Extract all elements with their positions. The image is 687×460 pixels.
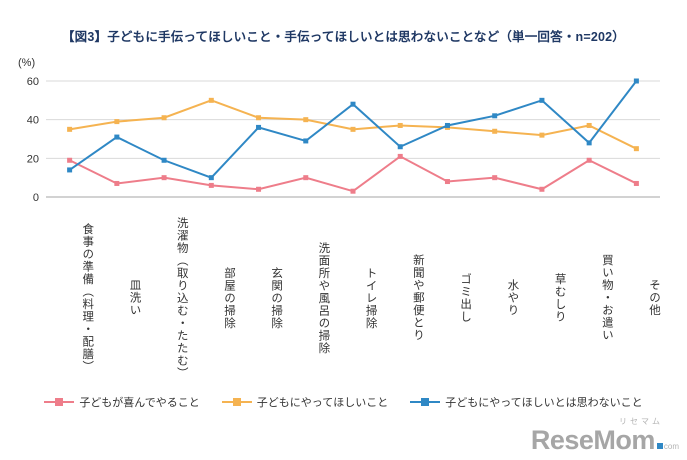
- x-axis-label: 食事の準備（料理・配膳）: [81, 223, 94, 373]
- data-point: [161, 115, 167, 121]
- series-line: [69, 155, 637, 193]
- legend-label: 子どもが喜んでやること: [79, 397, 200, 409]
- series-2: [67, 78, 639, 181]
- x-axis-label: 買い物・お遣い: [600, 254, 613, 342]
- data-point: [67, 126, 73, 132]
- data-point: [303, 138, 309, 144]
- data-point: [444, 179, 450, 185]
- data-point: [586, 157, 592, 163]
- data-point: [114, 134, 120, 140]
- legend: 子どもが喜んでやること 子どもにやってほしいこと 子どもにやってほしいとは思わな…: [0, 394, 687, 410]
- data-point: [114, 180, 120, 186]
- data-point: [586, 140, 592, 146]
- resemom-tld: com: [663, 442, 679, 451]
- data-point: [303, 175, 309, 181]
- x-axis-label: ゴミ出し: [459, 273, 472, 323]
- x-axis-label: 玄関の掃除: [270, 266, 283, 330]
- data-point: [350, 101, 356, 107]
- x-axis-labels: 食事の準備（料理・配膳） 皿洗い 洗濯物（取り込む・たたむ） 部屋の掃除 玄関の…: [46, 214, 660, 382]
- legend-marker-orange: [221, 397, 252, 407]
- legend-label: 子どもにやってほしいこと: [256, 397, 389, 409]
- data-point: [633, 146, 639, 152]
- data-point: [492, 113, 498, 119]
- data-point: [67, 157, 73, 163]
- x-axis-label: 水やり: [506, 279, 519, 317]
- line-chart: 0 20 40 60: [27, 76, 660, 204]
- data-point: [350, 126, 356, 132]
- data-point: [67, 167, 73, 173]
- data-point: [256, 124, 262, 130]
- data-point: [539, 132, 545, 138]
- data-point: [539, 97, 545, 103]
- x-axis-label: 洗濯物（取り込む・たたむ）: [175, 216, 188, 380]
- data-point: [350, 188, 356, 194]
- data-point: [114, 119, 120, 125]
- resemom-wordmark: ReseMom: [530, 425, 656, 455]
- y-axis-unit-label: (%): [18, 57, 36, 69]
- data-point: [303, 117, 309, 123]
- legend-item-want: 子どもにやってほしいこと: [221, 394, 389, 410]
- data-point: [208, 182, 214, 188]
- logo-dot-icon: [656, 443, 663, 449]
- data-point: [397, 144, 403, 150]
- x-axis-label: 新聞や郵便とり: [411, 254, 424, 342]
- chart-area: (%) 0 20 40 60 食事の準備（料理・配膳） 皿洗い 洗濯物（取り込む・たた…: [16, 57, 673, 382]
- data-point: [539, 186, 545, 192]
- data-point: [397, 153, 403, 159]
- y-tick-label: 40: [27, 115, 39, 127]
- data-point: [492, 128, 498, 134]
- series-1: [67, 97, 639, 152]
- resemom-logo: リセマム ReseMom com: [531, 418, 679, 454]
- legend-item-enjoy: 子どもが喜んでやること: [44, 394, 200, 410]
- legend-marker-pink: [44, 397, 75, 407]
- data-point: [586, 122, 592, 128]
- data-point: [256, 186, 262, 192]
- x-axis-label: その他: [648, 279, 661, 317]
- data-point: [444, 122, 450, 128]
- data-point: [161, 175, 167, 181]
- data-point: [161, 157, 167, 163]
- legend-marker-blue: [410, 397, 441, 407]
- resemom-katakana: リセマム: [619, 417, 663, 426]
- y-tick-label: 20: [27, 153, 39, 165]
- data-point: [208, 175, 214, 181]
- data-point: [633, 78, 639, 84]
- x-axis-label: トイレ掃除: [364, 266, 377, 330]
- x-axis-label: 部屋の掃除: [222, 266, 235, 330]
- data-point: [397, 122, 403, 128]
- legend-label: 子どもにやってほしいとは思わないこと: [445, 397, 643, 409]
- data-point: [633, 180, 639, 186]
- data-point: [256, 115, 262, 121]
- y-tick-label: 0: [33, 192, 39, 204]
- chart-title: 【図3】子どもに手伝ってほしいこと・手伝ってほしいとは思わないことなど（単一回答…: [61, 30, 626, 44]
- data-point: [492, 175, 498, 181]
- x-axis-label: 草むしり: [553, 273, 566, 323]
- legend-item-not-want: 子どもにやってほしいとは思わないこと: [410, 394, 643, 410]
- series-0: [67, 153, 639, 194]
- x-axis-label: 皿洗い: [128, 279, 141, 317]
- y-tick-label: 60: [27, 76, 39, 88]
- x-axis-label: 洗面所や風呂の掃除: [317, 241, 330, 355]
- data-point: [208, 97, 214, 103]
